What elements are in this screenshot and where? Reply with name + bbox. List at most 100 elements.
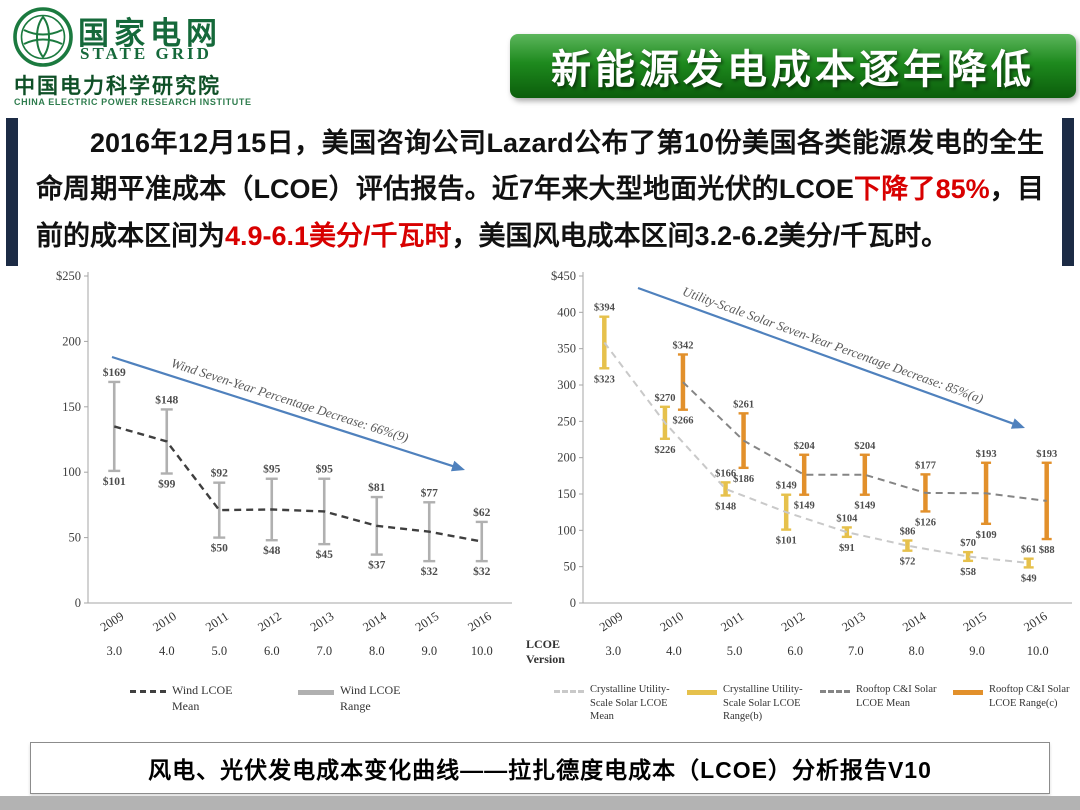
- svg-text:$92: $92: [211, 467, 229, 480]
- svg-text:$169: $169: [103, 366, 126, 379]
- page-title: 新能源发电成本逐年降低: [551, 48, 1035, 92]
- svg-text:Wind Seven-Year Percentage Dec: Wind Seven-Year Percentage Decrease: 66%…: [169, 355, 410, 445]
- svg-text:400: 400: [557, 305, 576, 319]
- legend-label: Rooftop C&I Solar LCOE Range(c): [989, 684, 1070, 709]
- intro-seg-3: ，目前的成本区间为: [36, 174, 1044, 251]
- caption-text: 风电、光伏发电成本变化曲线——拉扎德度电成本（LCOE）分析报告V10: [148, 757, 932, 783]
- svg-text:$77: $77: [421, 486, 439, 499]
- svg-text:100: 100: [62, 465, 81, 479]
- svg-text:2012: 2012: [255, 609, 284, 634]
- org-name-cn: 国家电网: [78, 16, 222, 51]
- intro-accent-right: [1062, 118, 1074, 266]
- svg-text:2013: 2013: [839, 609, 868, 634]
- svg-text:$166: $166: [715, 468, 736, 479]
- intro-seg-4-highlight: 4.9-6.1美分/千瓦时: [225, 220, 452, 251]
- svg-text:5.0: 5.0: [211, 644, 227, 658]
- rooftop-mean-legend-sample: [820, 690, 850, 693]
- svg-text:$270: $270: [654, 393, 675, 404]
- svg-text:$101: $101: [776, 536, 797, 547]
- rooftop-range-legend-sample: [953, 690, 983, 695]
- svg-text:$32: $32: [473, 565, 491, 578]
- intro-seg-1: 2016年12月15日，美国咨询公司Lazard公布了第10份美国各类能源发电的…: [36, 128, 1044, 205]
- institute-name-cn: 中国电力科学研究院: [14, 75, 221, 98]
- svg-text:8.0: 8.0: [909, 644, 925, 658]
- legend-label: Wind LCOE Mean: [172, 683, 233, 713]
- svg-text:$177: $177: [915, 460, 936, 471]
- svg-text:$266: $266: [672, 416, 693, 427]
- wind-range-legend-sample: [298, 690, 334, 695]
- svg-text:3.0: 3.0: [106, 644, 122, 658]
- svg-text:2010: 2010: [150, 609, 179, 634]
- intro-paragraph: 2016年12月15日，美国咨询公司Lazard公布了第10份美国各类能源发电的…: [36, 120, 1044, 259]
- svg-text:$193: $193: [976, 449, 997, 460]
- svg-text:$149: $149: [776, 481, 797, 492]
- svg-text:150: 150: [62, 400, 81, 414]
- svg-text:2013: 2013: [308, 609, 337, 634]
- svg-text:200: 200: [557, 451, 576, 465]
- solar-legend: Crystalline Utility-Scale Solar LCOE Mea…: [554, 683, 1076, 724]
- intro-block: 2016年12月15日，美国咨询公司Lazard公布了第10份美国各类能源发电的…: [0, 118, 1080, 266]
- svg-text:2015: 2015: [413, 609, 442, 634]
- legend-label: Crystalline Utility-Scale Solar LCOE Mea…: [590, 684, 670, 723]
- legend-label: Rooftop C&I Solar LCOE Mean: [856, 684, 937, 709]
- svg-text:Utility-Scale Solar Seven-Year: Utility-Scale Solar Seven-Year Percentag…: [681, 283, 986, 406]
- svg-text:$149: $149: [854, 501, 875, 512]
- svg-text:$226: $226: [654, 445, 675, 456]
- svg-text:$95: $95: [316, 463, 334, 476]
- svg-text:150: 150: [557, 487, 576, 501]
- svg-text:$45: $45: [316, 548, 334, 561]
- svg-text:2014: 2014: [900, 609, 929, 635]
- wind-lcoe-chart: 0 50 100 150 200 $250 Wind Seven-Year Percenta…: [34, 262, 514, 714]
- svg-text:LCOE: LCOE: [526, 637, 560, 651]
- svg-text:2015: 2015: [961, 609, 990, 634]
- intro-accent-left: [6, 118, 18, 266]
- svg-text:$91: $91: [839, 543, 855, 554]
- header: 国家电网 STATE GRID 中国电力科学研究院 CHINA ELECTRIC…: [0, 0, 1080, 118]
- svg-text:2011: 2011: [718, 609, 746, 634]
- svg-text:$204: $204: [794, 441, 816, 452]
- svg-text:$450: $450: [551, 269, 576, 283]
- svg-text:$193: $193: [1036, 449, 1057, 460]
- title-banner: 新能源发电成本逐年降低: [510, 34, 1076, 98]
- svg-text:$86: $86: [900, 527, 916, 538]
- svg-text:$126: $126: [915, 517, 936, 528]
- legend-item: Wind LCOE Mean: [130, 683, 252, 714]
- svg-text:$323: $323: [594, 374, 615, 385]
- svg-text:$81: $81: [368, 481, 386, 494]
- legend-item: Rooftop C&I Solar LCOE Range(c): [953, 683, 1076, 724]
- svg-text:$37: $37: [368, 559, 386, 572]
- legend-item: Wind LCOE Range: [298, 683, 420, 714]
- svg-text:2009: 2009: [98, 609, 127, 634]
- svg-text:7.0: 7.0: [848, 644, 864, 658]
- svg-text:2012: 2012: [779, 609, 808, 634]
- svg-text:$104: $104: [836, 513, 858, 524]
- intro-seg-2-highlight: 下降了85%: [853, 174, 990, 205]
- svg-text:50: 50: [69, 531, 82, 545]
- svg-text:200: 200: [62, 334, 81, 348]
- svg-text:$58: $58: [960, 567, 976, 578]
- org-name-en: STATE GRID: [80, 44, 212, 63]
- svg-text:$50: $50: [211, 542, 229, 555]
- svg-text:$48: $48: [263, 544, 281, 557]
- svg-text:10.0: 10.0: [471, 644, 493, 658]
- crystalline-mean-legend-sample: [554, 690, 584, 693]
- svg-text:5.0: 5.0: [727, 644, 743, 658]
- legend-item: Crystalline Utility-Scale Solar LCOE Mea…: [554, 683, 677, 724]
- solar-lcoe-plot: 0 50 100 150 200 250 300 350 400 $450 Utility-Scal…: [526, 269, 1072, 666]
- svg-text:$261: $261: [733, 399, 754, 410]
- legend-item: Crystalline Utility-Scale Solar LCOE Ran…: [687, 683, 810, 724]
- svg-text:300: 300: [557, 378, 576, 392]
- intro-seg-5: ，美国风电成本区间3.2-6.2美分/千瓦时。: [451, 220, 949, 251]
- svg-text:2011: 2011: [203, 609, 231, 634]
- wind-legend: Wind LCOE Mean Wind LCOE Range: [130, 683, 514, 714]
- svg-text:$61: $61: [1021, 545, 1037, 556]
- svg-text:$32: $32: [421, 565, 439, 578]
- svg-text:$70: $70: [960, 538, 976, 549]
- svg-text:0: 0: [570, 596, 576, 610]
- legend-item: Rooftop C&I Solar LCOE Mean: [820, 683, 943, 724]
- svg-text:$88: $88: [1039, 545, 1055, 556]
- svg-text:6.0: 6.0: [264, 644, 280, 658]
- svg-text:4.0: 4.0: [159, 644, 175, 658]
- svg-text:0: 0: [75, 596, 81, 610]
- charts-row: 0 50 100 150 200 $250 Wind Seven-Year Percenta…: [0, 262, 1080, 732]
